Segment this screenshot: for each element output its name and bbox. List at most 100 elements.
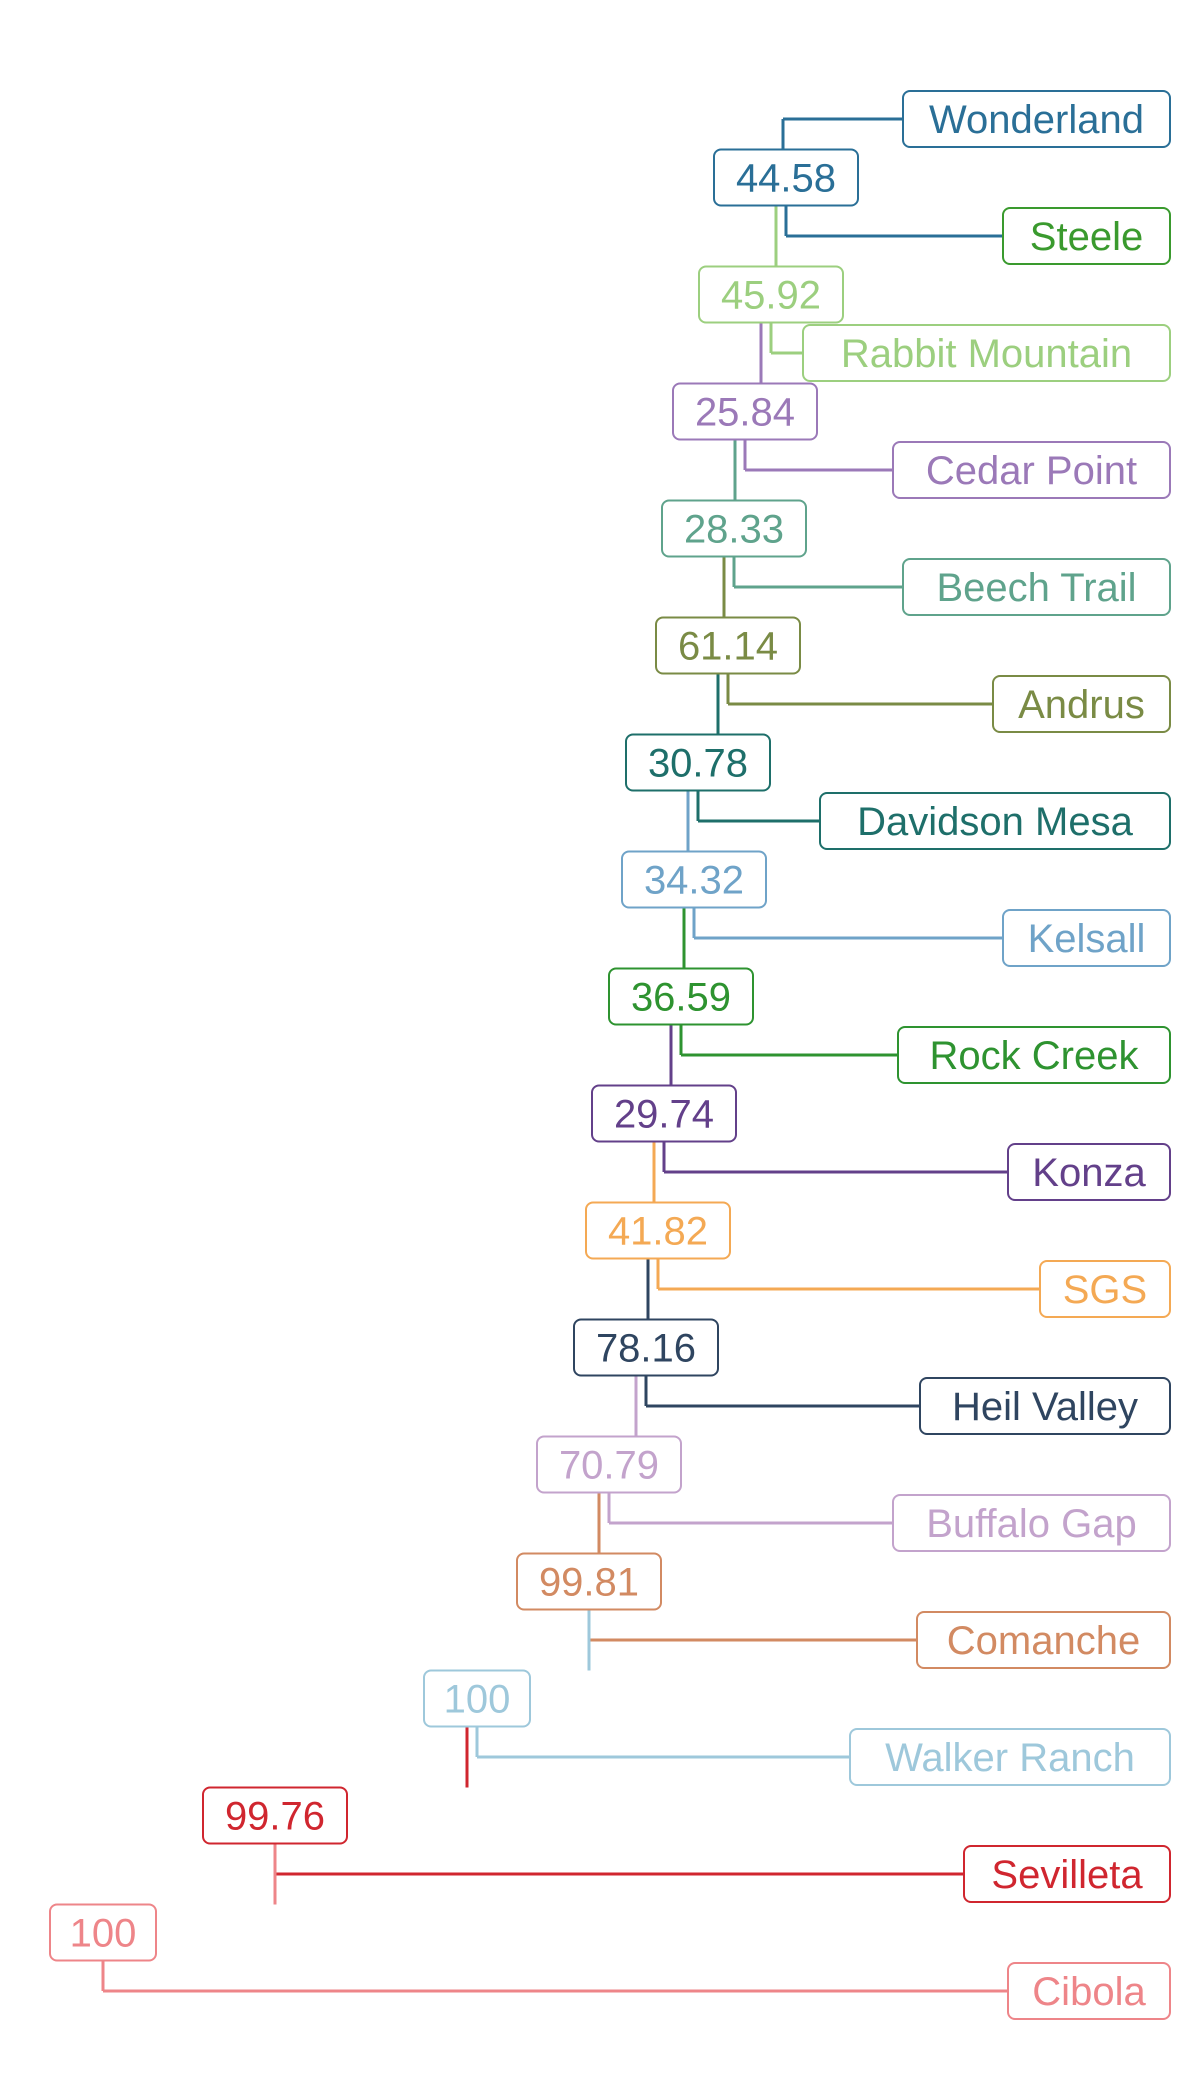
leaf-label: Cibola xyxy=(1032,1970,1146,2014)
leaf-label: Cedar Point xyxy=(926,449,1137,493)
node-label: 29.74 xyxy=(614,1093,714,1137)
node-label: 36.59 xyxy=(631,976,731,1020)
node-label: 99.76 xyxy=(225,1795,325,1839)
node-10: 78.16 xyxy=(573,1318,719,1377)
leaf-label: Rabbit Mountain xyxy=(841,332,1132,376)
node-box xyxy=(591,1084,737,1143)
leaf-box xyxy=(1002,207,1171,265)
leaf-label: Davidson Mesa xyxy=(857,800,1133,844)
leaf-davidson-mesa: Davidson Mesa xyxy=(819,792,1171,850)
node-box xyxy=(423,1669,531,1728)
leaf-cibola: Cibola xyxy=(1007,1962,1171,2020)
node-label: 78.16 xyxy=(596,1327,696,1371)
node-label: 41.82 xyxy=(608,1210,708,1254)
leaf-box xyxy=(1039,1260,1171,1318)
leaf-label: Beech Trail xyxy=(936,566,1136,610)
node-5: 30.78 xyxy=(625,733,771,792)
node-2: 25.84 xyxy=(672,382,818,441)
leaf-box xyxy=(992,675,1171,733)
node-13: 100 xyxy=(423,1669,531,1728)
leaf-label: Kelsall xyxy=(1028,917,1146,961)
node-label: 99.81 xyxy=(539,1561,639,1605)
node-9: 41.82 xyxy=(585,1201,731,1260)
leaf-label: Buffalo Gap xyxy=(926,1502,1137,1546)
leaf-label: Walker Ranch xyxy=(885,1736,1135,1780)
leaf-label: Heil Valley xyxy=(952,1385,1138,1429)
node-6: 34.32 xyxy=(621,850,767,909)
tree-labels: Wonderland Steele Rabbit Mountain Cedar Poi… xyxy=(49,90,1171,2020)
node-12: 99.81 xyxy=(516,1552,662,1611)
leaf-box xyxy=(902,558,1171,616)
node-box xyxy=(536,1435,682,1494)
leaf-box xyxy=(1002,909,1171,967)
node-box xyxy=(573,1318,719,1377)
leaf-beech-trail: Beech Trail xyxy=(902,558,1171,616)
leaf-cedar-point: Cedar Point xyxy=(892,441,1171,499)
leaf-box xyxy=(902,90,1171,148)
node-box xyxy=(608,967,754,1026)
leaf-box xyxy=(849,1728,1171,1786)
node-3: 28.33 xyxy=(661,499,807,558)
leaf-kelsall: Kelsall xyxy=(1002,909,1171,967)
leaf-label: Andrus xyxy=(1018,683,1145,727)
leaf-sevilleta: Sevilleta xyxy=(963,1845,1171,1903)
leaf-andrus: Andrus xyxy=(992,675,1171,733)
leaf-label: Sevilleta xyxy=(991,1853,1143,1897)
leaf-label: Steele xyxy=(1030,215,1143,259)
leaf-steele: Steele xyxy=(1002,207,1171,265)
leaf-comanche: Comanche xyxy=(916,1611,1171,1669)
leaf-label: SGS xyxy=(1063,1268,1147,1312)
leaf-label: Konza xyxy=(1032,1151,1146,1195)
leaf-label: Wonderland xyxy=(929,98,1144,142)
leaf-rabbit-mountain: Rabbit Mountain xyxy=(802,324,1171,382)
leaf-label: Rock Creek xyxy=(930,1034,1140,1078)
node-box xyxy=(625,733,771,792)
node-label: 45.92 xyxy=(721,274,821,318)
node-box xyxy=(202,1786,348,1845)
leaf-konza: Konza xyxy=(1007,1143,1171,1201)
node-box xyxy=(672,382,818,441)
node-15: 100 xyxy=(49,1903,157,1962)
leaf-box xyxy=(916,1611,1171,1669)
node-label: 44.58 xyxy=(736,157,836,201)
node-label: 61.14 xyxy=(678,625,778,669)
leaf-heil-valley: Heil Valley xyxy=(919,1377,1171,1435)
leaf-box xyxy=(1007,1962,1171,2020)
node-label: 25.84 xyxy=(695,391,795,435)
node-4: 61.14 xyxy=(655,616,801,675)
node-label: 34.32 xyxy=(644,859,744,903)
node-label: 70.79 xyxy=(559,1444,659,1488)
tree-edges xyxy=(101,117,1040,1993)
node-box xyxy=(661,499,807,558)
node-box xyxy=(49,1903,157,1962)
leaf-label: Comanche xyxy=(947,1619,1140,1663)
node-label: 30.78 xyxy=(648,742,748,786)
leaf-box xyxy=(819,792,1171,850)
node-7: 36.59 xyxy=(608,967,754,1026)
leaf-box xyxy=(802,324,1171,382)
node-box xyxy=(585,1201,731,1260)
leaf-box xyxy=(963,1845,1171,1903)
leaf-rock-creek: Rock Creek xyxy=(897,1026,1171,1084)
node-box xyxy=(698,265,844,324)
leaf-box xyxy=(1007,1143,1171,1201)
leaf-buffalo-gap: Buffalo Gap xyxy=(892,1494,1171,1552)
node-box xyxy=(713,148,859,207)
leaf-walker-ranch: Walker Ranch xyxy=(849,1728,1171,1786)
node-11: 70.79 xyxy=(536,1435,682,1494)
leaf-box xyxy=(919,1377,1171,1435)
node-8: 29.74 xyxy=(591,1084,737,1143)
leaf-box xyxy=(892,441,1171,499)
node-box xyxy=(516,1552,662,1611)
node-0: 44.58 xyxy=(713,148,859,207)
node-box xyxy=(621,850,767,909)
node-1: 45.92 xyxy=(698,265,844,324)
leaf-box xyxy=(897,1026,1171,1084)
node-label: 100 xyxy=(70,1912,137,1956)
node-label: 100 xyxy=(444,1678,511,1722)
leaf-wonderland: Wonderland xyxy=(902,90,1171,148)
node-14: 99.76 xyxy=(202,1786,348,1845)
node-box xyxy=(655,616,801,675)
node-label: 28.33 xyxy=(684,508,784,552)
